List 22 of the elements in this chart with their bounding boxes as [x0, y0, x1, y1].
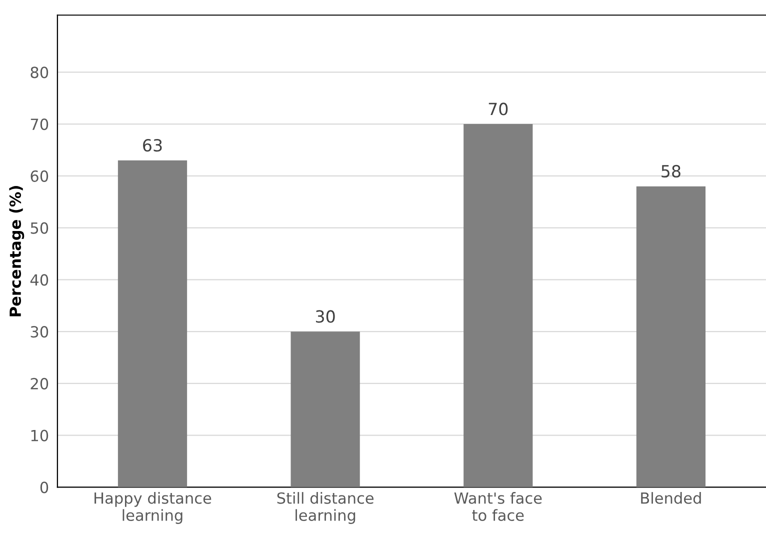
data-label: 30: [316, 310, 335, 323]
x-tick-label: Still distance learning: [277, 492, 374, 524]
y-tick-label: 80: [30, 66, 48, 78]
y-tick-label: 0: [40, 482, 48, 494]
bar: [290, 332, 360, 488]
x-tick-label: Happy distance learning: [94, 492, 212, 524]
data-label: 63: [143, 138, 162, 152]
y-tick-label: 10: [31, 430, 48, 442]
y-tick-label: 70: [30, 118, 48, 130]
bar: [464, 124, 533, 488]
y-tick-label: 20: [30, 378, 48, 390]
x-tick-label: Want's face to face: [454, 492, 542, 521]
y-tick-label: 50: [30, 222, 48, 234]
bar: [636, 186, 706, 488]
data-label: 70: [488, 102, 508, 116]
y-tick-label: 30: [30, 326, 48, 338]
x-tick-label: Blended: [641, 492, 701, 504]
bar: [118, 160, 188, 488]
y-tick-label: 60: [30, 170, 48, 182]
y-axis-title: Percentage (%): [9, 186, 24, 316]
data-label: 58: [662, 164, 680, 178]
y-tick-label: 40: [30, 274, 48, 286]
